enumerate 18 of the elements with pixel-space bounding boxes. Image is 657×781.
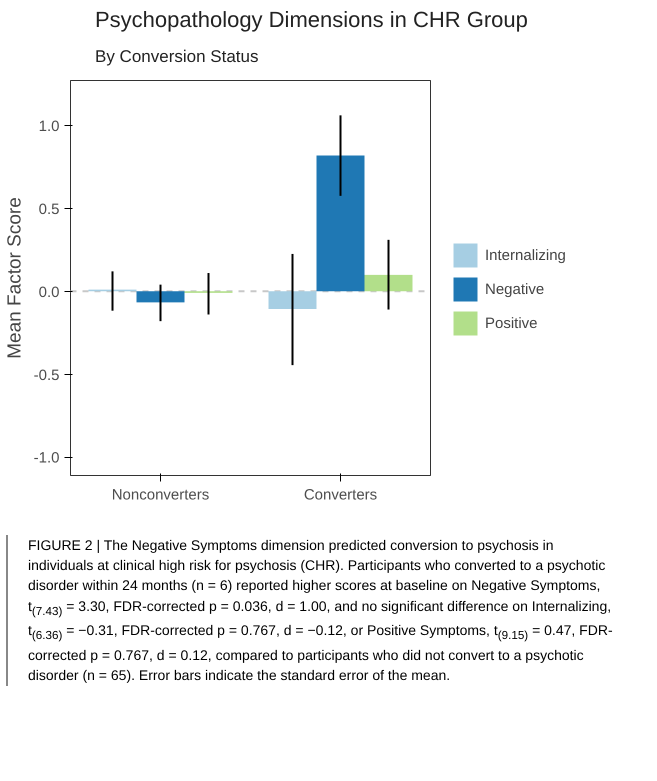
bar [268, 290, 316, 309]
x-tick-label: Converters [304, 486, 378, 504]
legend-label: Negative [485, 280, 544, 298]
text: FIGURE 2 | The Negative Symptoms dimension predicted conversion to psychosis in individuals at clinical high risk for psychosis (CHR). Participants who converted to a psychotic disorder within 24 months (n = 6) reported higher scores at baseline on Negative Symptoms, t$_{(7.43)}$ = 3.30, FDR-corrected p = 0.036, d = 1.00, and no significant difference on Internalizing, t$_{(6.36)}$ = −0.31, FDR-corrected p = 0.767, d = −0.12, or Positive Symptoms, t$_{(9.15)}$ = 0.47, FDR-corrected p = 0.767, d = 0.12, compared to participants who did not convert to a psychotic disorder (n = 65). Error bars indicate the standard error of the mean. [28, 536, 613, 684]
y-tick-label: 1.0 [38, 118, 60, 135]
chart-subtitle: By Conversion Status [95, 46, 258, 68]
y-tick-label: 0.0 [38, 283, 60, 300]
y-tick-label: -1.0 [34, 449, 60, 466]
y-tick-label: -0.5 [34, 366, 60, 384]
y-axis-title: Mean Factor Score [4, 196, 26, 358]
legend-label: Positive [485, 314, 538, 332]
bar [364, 274, 412, 291]
y-tick-label: 0.5 [38, 200, 60, 218]
chart-title: Psychopathology Dimensions in CHR Group [95, 6, 528, 34]
bar [316, 155, 364, 291]
legend-label: Internalizing [485, 246, 566, 264]
bar [136, 290, 184, 302]
x-tick-label: Nonconverters [112, 486, 210, 504]
